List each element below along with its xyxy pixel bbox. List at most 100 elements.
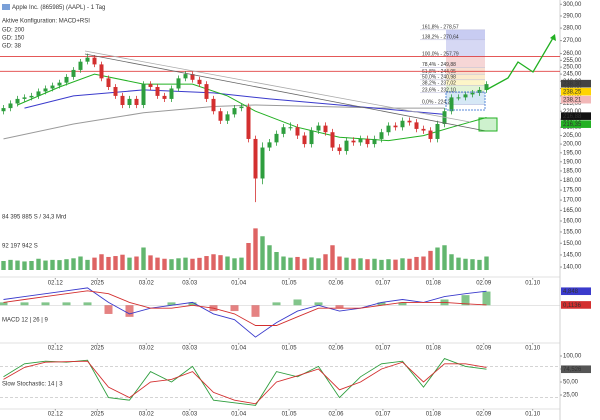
volume-bar <box>295 256 300 270</box>
target-box <box>478 117 498 132</box>
icon <box>2 4 10 10</box>
x-tick-label: 01.05 <box>282 412 298 418</box>
value-badge-label: 238,25 <box>563 90 582 96</box>
fib-label: 78,4% - 249,88 <box>422 62 456 68</box>
x-tick-label: 03.02 <box>139 412 155 418</box>
y-tick-label: 175,00 <box>563 188 582 194</box>
candle-body <box>484 84 489 90</box>
volume-bar <box>365 259 370 270</box>
candle-body <box>407 120 412 123</box>
y-tick-label: 280,00 <box>563 26 582 32</box>
candle-body <box>351 140 356 143</box>
volume-bar <box>330 245 335 270</box>
x-tick-label: 2025 <box>91 281 105 287</box>
candle-body <box>344 140 349 152</box>
candle-body <box>456 97 461 99</box>
candle-body <box>169 88 174 99</box>
y-tick-label: 190,00 <box>563 159 582 165</box>
candle-body <box>330 132 335 148</box>
volume-bar <box>477 259 482 270</box>
x-tick-label: 02.09 <box>476 412 492 418</box>
histogram-bar <box>293 299 302 306</box>
candle-body <box>43 88 48 92</box>
value-badge <box>561 87 591 96</box>
histogram-bar <box>83 302 92 306</box>
candle-body <box>78 61 83 70</box>
volume-bar <box>414 256 419 270</box>
x-tick-label: 01.08 <box>426 346 442 352</box>
candle-body <box>267 142 272 148</box>
volume-bar <box>232 258 237 270</box>
histogram-bar <box>0 302 8 306</box>
candle-body <box>134 98 139 106</box>
y-tick-label: 155,00 <box>563 230 582 236</box>
y-tick-label: 270,00 <box>563 38 582 44</box>
candle-body <box>64 76 69 83</box>
fib-label: 0,0% - 224,20 <box>422 100 453 106</box>
volume-bar <box>64 259 69 270</box>
volume-bar <box>211 254 216 270</box>
volume-bar <box>113 256 118 270</box>
candle-body <box>106 78 111 88</box>
candle-body <box>225 114 230 121</box>
x-tick-label: 03.03 <box>182 281 198 287</box>
x-tick-label: 01.10 <box>525 346 541 352</box>
range-box <box>445 91 486 111</box>
legend-entry: GD: 38 <box>2 44 22 50</box>
histogram-bar <box>125 305 134 317</box>
volume-bar <box>358 258 363 270</box>
fib-zone <box>446 79 485 86</box>
volume-bar <box>71 258 76 270</box>
x-tick-label: 02.09 <box>476 281 492 287</box>
volume-bar <box>428 250 433 270</box>
x-tick-label: 02.12 <box>48 346 64 352</box>
volume-bar <box>316 258 321 270</box>
candle-body <box>477 89 482 93</box>
volume-bar <box>239 257 244 270</box>
fib-zone <box>446 29 485 40</box>
value-badge-label: 0,1136 <box>563 303 582 309</box>
candle-body <box>421 128 426 131</box>
volume-bar <box>372 258 377 270</box>
candle-body <box>8 103 13 109</box>
value-badge-label: 216,88 <box>563 114 582 120</box>
volume-bar <box>274 252 279 270</box>
volume-bar <box>85 259 90 270</box>
histogram-bar <box>20 302 29 306</box>
volume-bar <box>1 261 6 270</box>
y-tick-label: 255,00 <box>563 58 582 64</box>
projection-arrowhead <box>550 34 556 41</box>
x-tick-label: 01.07 <box>375 346 391 352</box>
candle-body <box>85 57 90 62</box>
volume-bar <box>225 256 230 270</box>
candle-body <box>463 94 468 98</box>
candle-body <box>190 74 195 80</box>
moving-average <box>17 73 487 142</box>
volume-bar <box>449 254 454 270</box>
candle-body <box>183 74 188 79</box>
candle-body <box>22 97 27 99</box>
candle-body <box>71 69 76 77</box>
value-badge-label: 74,526 <box>563 367 582 373</box>
candle-body <box>29 95 34 98</box>
histogram-bar <box>461 295 470 306</box>
candle-body <box>379 132 384 139</box>
volume-bar <box>253 228 258 270</box>
volume-bar <box>267 245 272 270</box>
candle-body <box>386 125 391 133</box>
volume-bar <box>435 247 440 270</box>
fib-label: 61,8% - 244,95 <box>422 69 456 75</box>
y-tick-label: 165,00 <box>563 208 582 214</box>
candle-body <box>246 106 251 139</box>
value-badge-label: 216,35 <box>563 122 582 128</box>
x-tick-label: 01.04 <box>231 346 247 352</box>
volume-bar <box>57 260 62 270</box>
candle-body <box>316 125 321 131</box>
y-tick-label: 170,00 <box>563 198 582 204</box>
x-tick-label: 03.03 <box>182 346 198 352</box>
volume-bar <box>400 258 405 270</box>
candle-body <box>281 127 286 134</box>
volume-bar <box>176 258 181 270</box>
histogram-bar <box>272 302 281 306</box>
